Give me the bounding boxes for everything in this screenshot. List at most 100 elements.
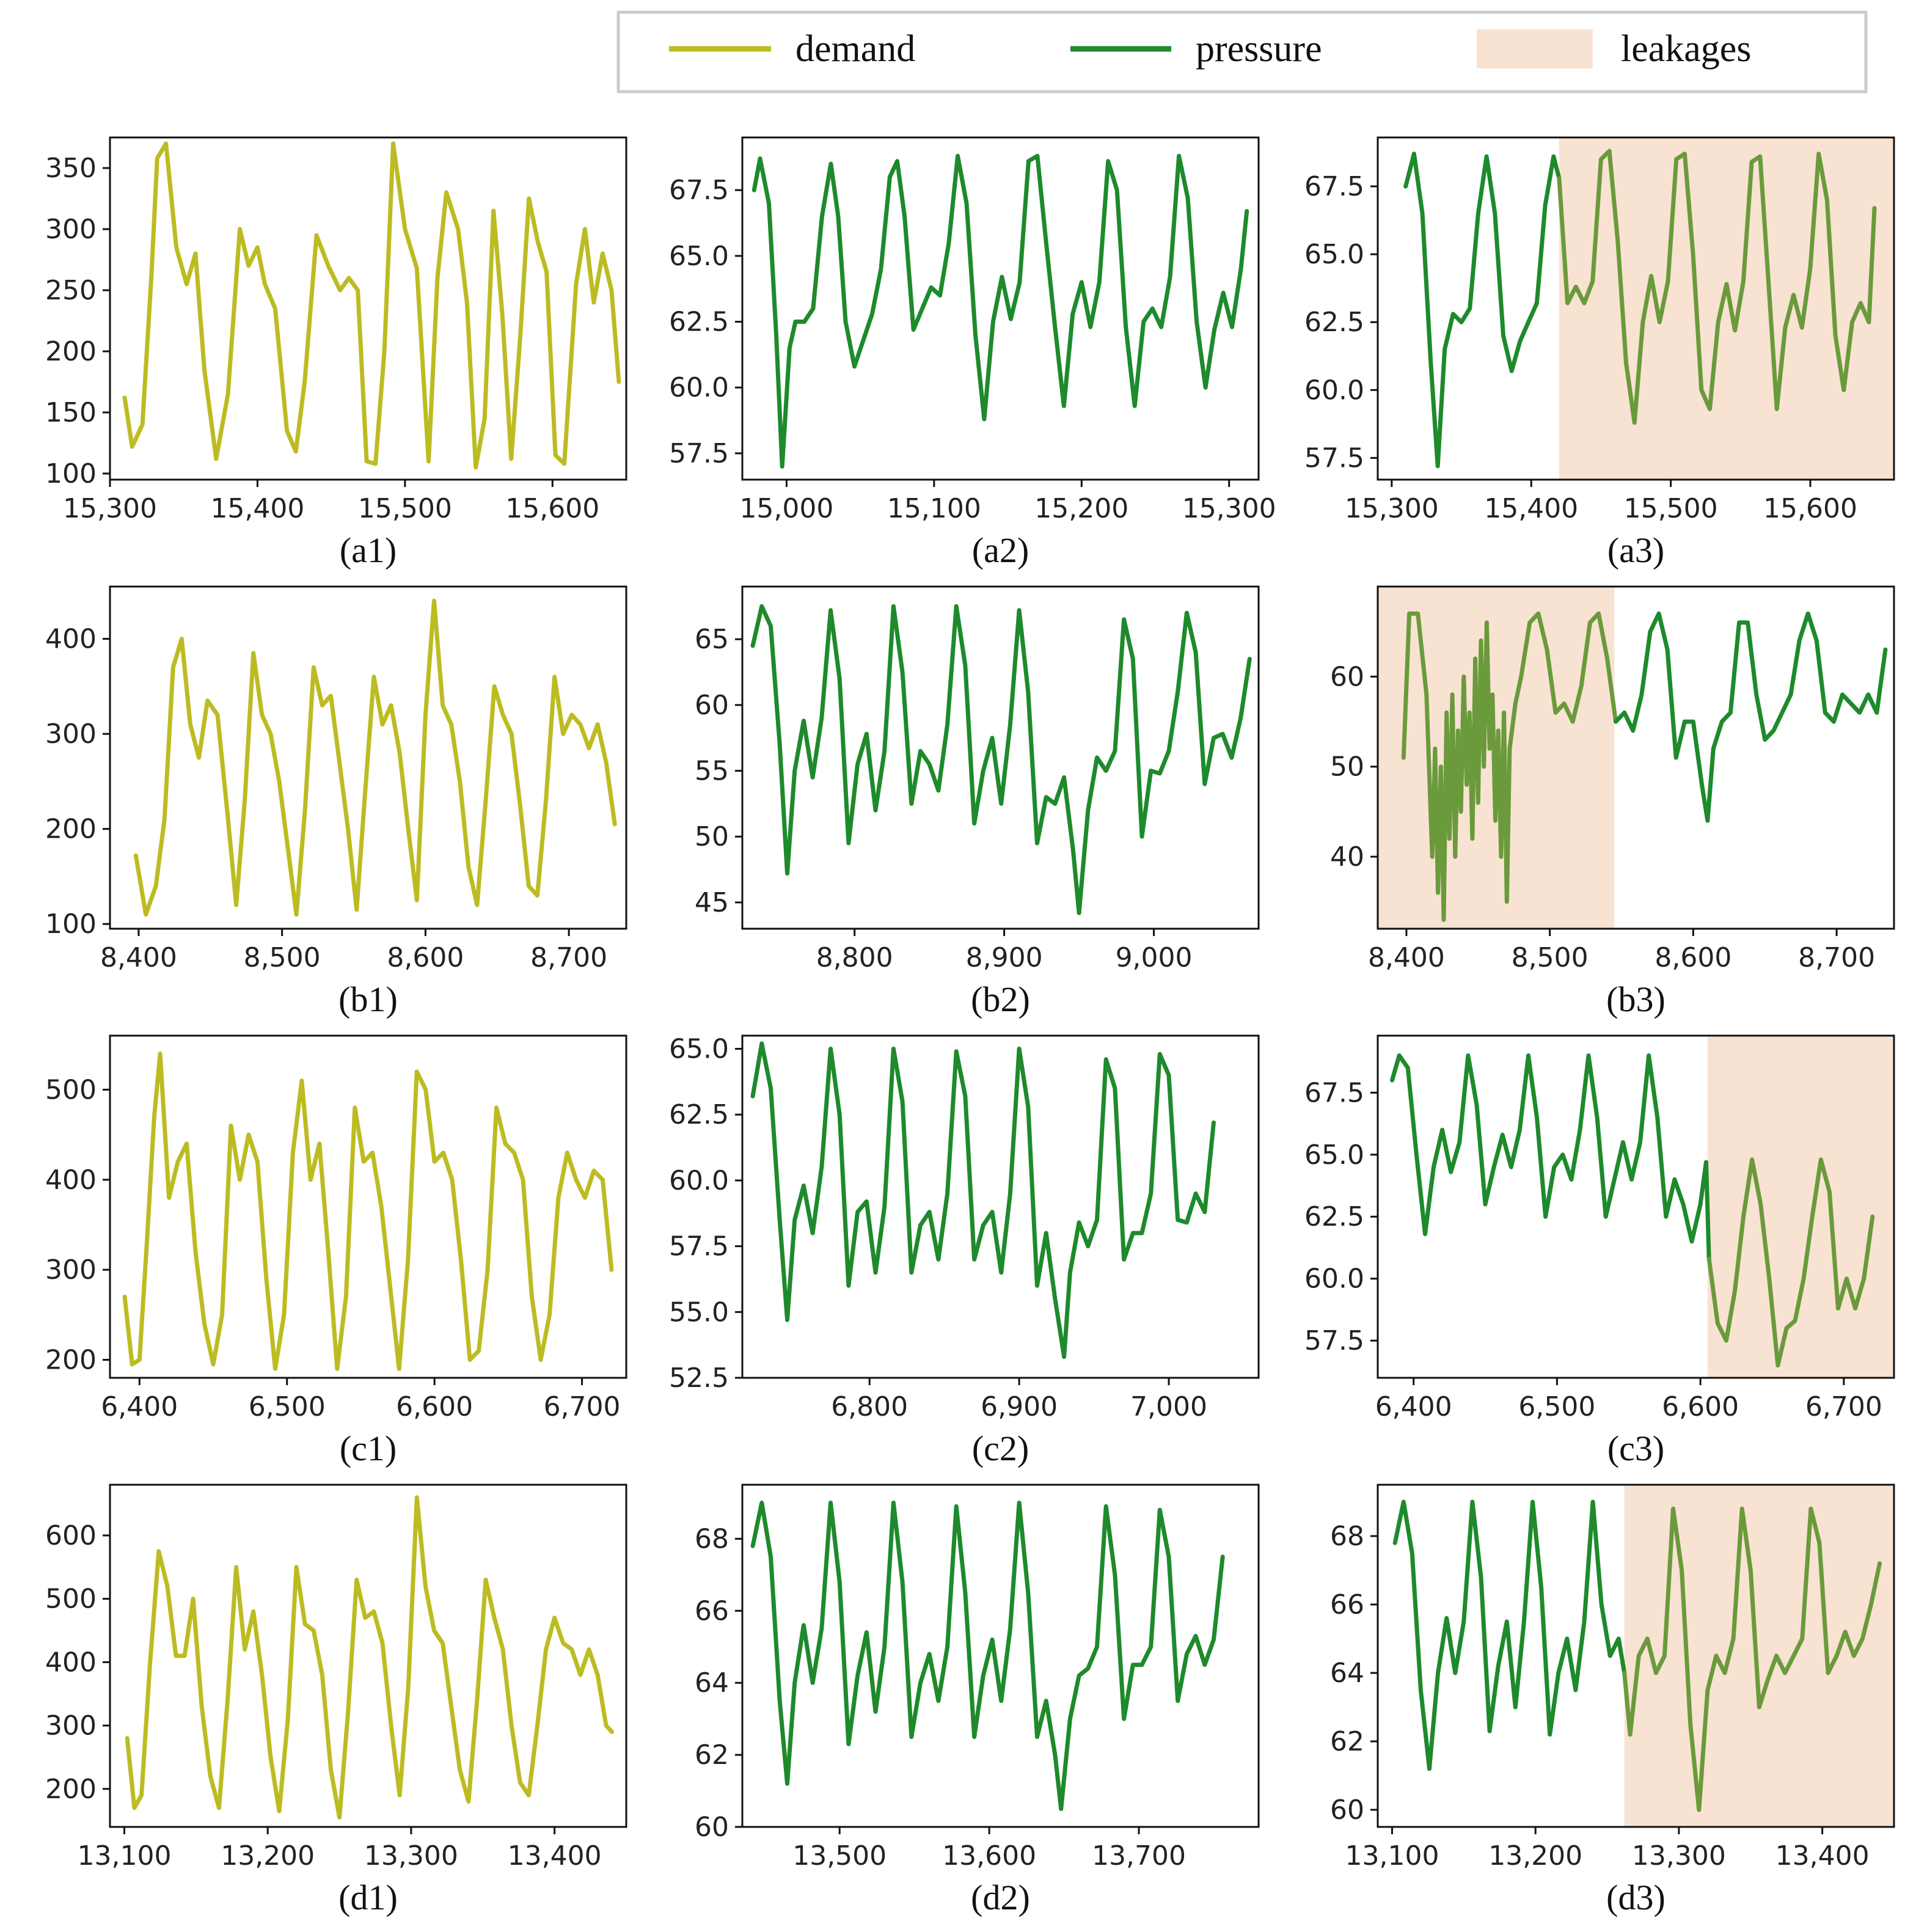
panel-caption: (a2)	[972, 530, 1029, 570]
y-tick-label: 500	[45, 1074, 97, 1105]
legend: demand pressure leakages	[616, 10, 1868, 93]
y-tick-label: 300	[45, 214, 97, 245]
panel-b3: 40 50 60 8,400 8,500 8,600 8,700 (b3)	[1330, 585, 1895, 1019]
panel-c1: 200 300 400 500 6,400 6,500 6,600 6,700 (c1)	[45, 1034, 627, 1468]
y-tick-label: 100	[45, 458, 97, 489]
y-tick-label: 62	[1330, 1726, 1364, 1757]
y-tick-label: 66	[1330, 1589, 1364, 1620]
axes-frame	[741, 1484, 1260, 1828]
x-tick-label: 8,500	[1512, 942, 1589, 973]
x-tick-label: 15,300	[63, 493, 157, 524]
x-tick-label: 13,600	[942, 1840, 1036, 1872]
y-tick-label: 400	[45, 624, 97, 655]
x-tick-label: 13,200	[1488, 1840, 1582, 1872]
x-tick-label: 8,900	[966, 942, 1043, 973]
series-line-leak	[1557, 148, 1877, 425]
panel-caption: (b1)	[338, 979, 398, 1019]
panel-caption: (a3)	[1607, 530, 1664, 570]
panel-caption: (c2)	[972, 1429, 1029, 1468]
axes-frame	[109, 136, 627, 481]
axes-frame	[741, 136, 1260, 481]
y-tick-label: 300	[45, 1710, 97, 1741]
y-tick-label: 200	[45, 336, 97, 367]
legend-demand-label: demand	[795, 28, 915, 70]
x-tick-label: 15,300	[1182, 493, 1276, 524]
x-tick-label: 15,600	[1763, 493, 1857, 524]
series-line	[1392, 1499, 1627, 1771]
panel-c2: 52.5 55.0 57.5 60.0 62.5 65.0 6,800 6,900 7,000 (…	[669, 1034, 1260, 1468]
panel-caption: (b3)	[1606, 979, 1666, 1019]
y-tick-label: 60.0	[1304, 1264, 1364, 1295]
axes-frame	[1377, 585, 1895, 930]
panel-caption: (a1)	[340, 530, 397, 570]
x-tick-label: 8,400	[100, 942, 177, 973]
leakage-region	[1559, 137, 1894, 480]
x-tick-label: 6,400	[1375, 1391, 1452, 1422]
x-tick-label: 15,400	[210, 493, 304, 524]
panel-caption: (d2)	[971, 1878, 1030, 1917]
y-tick-label: 200	[45, 814, 97, 845]
series-line	[1390, 1053, 1711, 1261]
y-tick-label: 68	[1330, 1521, 1364, 1552]
legend-pressure-label: pressure	[1196, 28, 1322, 70]
panel-caption: (c1)	[340, 1429, 397, 1468]
y-tick-label: 600	[45, 1520, 97, 1551]
y-tick-label: 500	[45, 1584, 97, 1615]
x-tick-label: 6,500	[249, 1391, 326, 1422]
y-tick-label: 300	[45, 719, 97, 750]
y-tick-label: 65.0	[1304, 239, 1364, 270]
x-tick-label: 8,400	[1368, 942, 1445, 973]
y-tick-label: 68	[695, 1523, 729, 1554]
y-tick-label: 200	[45, 1345, 97, 1376]
y-tick-label: 65.0	[669, 1034, 729, 1065]
panel-caption: (b2)	[971, 979, 1030, 1019]
pressure-line	[751, 153, 1249, 469]
x-tick-label: 13,400	[508, 1840, 602, 1872]
y-tick-label: 62.5	[1304, 1201, 1364, 1232]
y-tick-label: 57.5	[1304, 1325, 1364, 1356]
panel-d2: 60 62 64 66 68 13,500 13,600 13,700 (d2)	[695, 1484, 1260, 1917]
panel-b2: 45 50 55 60 65 8,800 8,900 9,000 (b2)	[695, 585, 1260, 1019]
x-tick-label: 13,400	[1775, 1840, 1870, 1872]
y-tick-label: 50	[1330, 752, 1364, 783]
panel-a1: 100 150 200 250 300 350 15,300 15,400 15,500 15,6…	[45, 136, 627, 570]
pressure-line	[750, 1501, 1225, 1811]
y-tick-label: 250	[45, 275, 97, 306]
axes-frame	[741, 1034, 1260, 1379]
leakage-region	[1707, 1036, 1894, 1378]
panel-caption: (d1)	[338, 1878, 398, 1917]
series-line	[1403, 152, 1562, 469]
x-tick-label: 6,500	[1518, 1391, 1595, 1422]
x-tick-label: 15,200	[1034, 493, 1128, 524]
y-tick-label: 66	[695, 1595, 729, 1626]
y-tick-label: 57.5	[1304, 442, 1364, 474]
y-tick-label: 62.5	[669, 1099, 729, 1130]
demand-line	[133, 598, 617, 917]
y-tick-label: 57.5	[669, 438, 729, 469]
x-tick-label: 8,600	[1655, 942, 1731, 973]
axes-frame	[741, 585, 1260, 930]
y-tick-label: 400	[45, 1647, 97, 1678]
x-tick-label: 6,600	[396, 1391, 473, 1422]
y-tick-label: 60	[1330, 661, 1364, 692]
x-tick-label: 15,500	[358, 493, 452, 524]
y-tick-label: 40	[1330, 841, 1364, 873]
y-tick-label: 100	[45, 909, 97, 940]
pressure-line	[750, 604, 1252, 915]
x-tick-label: 13,300	[364, 1840, 458, 1872]
y-tick-label: 150	[45, 397, 97, 428]
x-tick-label: 15,000	[739, 493, 833, 524]
y-tick-label: 64	[1330, 1658, 1364, 1689]
y-tick-label: 57.5	[669, 1231, 729, 1262]
series-line	[1614, 611, 1888, 823]
y-tick-label: 67.5	[1304, 1077, 1364, 1108]
panels: 100 150 200 250 300 350 15,300 15,400 15,500 15,6…	[45, 136, 1895, 1917]
panel-c3: 57.5 60.0 62.5 65.0 67.5 6,400 6,500 6,600 6,700…	[1304, 1034, 1895, 1468]
y-tick-label: 55.0	[669, 1297, 729, 1328]
y-tick-label: 400	[45, 1165, 97, 1196]
x-tick-label: 6,900	[981, 1391, 1058, 1422]
x-tick-label: 13,700	[1092, 1840, 1186, 1872]
y-tick-label: 62	[695, 1740, 729, 1771]
legend-frame	[616, 10, 1868, 93]
